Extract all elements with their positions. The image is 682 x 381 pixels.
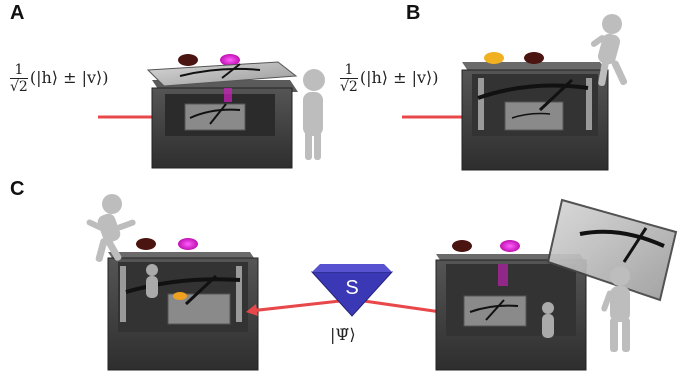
normalization-fraction: 1 √2 <box>10 62 28 95</box>
open-box-c-left <box>107 252 259 371</box>
observer-figure-a <box>303 69 325 160</box>
panel-c-scene: S <box>86 194 678 371</box>
input-state-formula-b: 1 √2 (|h⟩ ± |v⟩) <box>340 62 439 95</box>
entangled-source: S <box>310 264 394 317</box>
input-state-formula-a: 1 √2 (|h⟩ ± |v⟩) <box>10 62 109 95</box>
closed-lid-a <box>146 61 298 87</box>
brown-button-a <box>178 54 198 66</box>
brown-button-c-left <box>136 238 156 250</box>
open-box-c-right <box>435 254 588 371</box>
panel-label-c: C <box>10 178 25 200</box>
panel-a-scene <box>98 54 325 169</box>
closed-box-a <box>151 80 298 169</box>
observer-figure-c-right <box>601 266 630 352</box>
brown-button-c-right <box>452 240 472 252</box>
output-beam-left-arrowhead <box>246 304 258 316</box>
brown-button-b <box>524 52 544 64</box>
magenta-button-a <box>220 54 240 66</box>
superposition-expression: (|h⟩ ± |v⟩) <box>29 68 109 87</box>
panel-b-scene <box>402 14 628 171</box>
source-label: S <box>345 277 358 299</box>
magenta-button-c-right <box>500 240 520 252</box>
open-box-b <box>461 62 609 171</box>
output-beam-right <box>363 299 449 315</box>
panel-label-b: B <box>406 2 421 24</box>
open-lid-c-right <box>546 198 678 302</box>
observer-figure-b <box>590 14 628 87</box>
output-beam-left <box>249 299 341 313</box>
observer-figure-c-left <box>86 194 136 262</box>
normalization-fraction: 1 √2 <box>340 62 358 95</box>
output-state-label: |Ψ̃⟩ <box>330 325 356 344</box>
panel-label-a: A <box>10 2 25 24</box>
yellow-button-b <box>484 52 504 64</box>
magenta-button-c-left <box>178 238 198 250</box>
superposition-expression: (|h⟩ ± |v⟩) <box>359 68 439 87</box>
